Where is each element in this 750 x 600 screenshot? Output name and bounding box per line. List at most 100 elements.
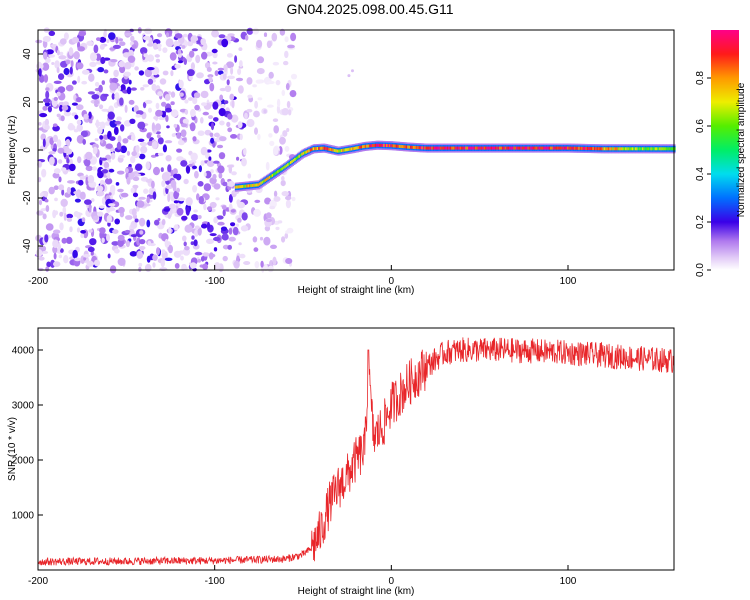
noise-blob bbox=[49, 156, 55, 166]
signal-core bbox=[518, 146, 522, 150]
noise-blob bbox=[77, 75, 81, 83]
noise-blob bbox=[107, 207, 116, 212]
noise-blob bbox=[111, 77, 119, 84]
noise-blob bbox=[270, 244, 277, 249]
noise-blob bbox=[230, 209, 236, 213]
noise-blob bbox=[276, 98, 281, 108]
noise-blob bbox=[219, 87, 227, 92]
signal-core bbox=[615, 147, 618, 151]
noise-blob bbox=[197, 130, 205, 136]
signal-core bbox=[268, 175, 272, 179]
signal-core bbox=[383, 143, 386, 147]
signal-core bbox=[571, 146, 574, 150]
noise-blob bbox=[207, 74, 214, 78]
noise-blob bbox=[209, 252, 214, 260]
noise-blob bbox=[108, 32, 116, 40]
signal-core bbox=[555, 146, 559, 150]
noise-blob bbox=[232, 190, 240, 195]
noise-blob bbox=[52, 172, 60, 179]
noise-blob bbox=[171, 133, 176, 138]
noise-blob bbox=[216, 215, 224, 220]
noise-blob bbox=[176, 187, 181, 193]
noise-blob bbox=[231, 99, 235, 109]
signal-core bbox=[250, 184, 254, 188]
noise-blob bbox=[267, 104, 274, 108]
noise-blob bbox=[53, 168, 61, 174]
noise-blob bbox=[157, 137, 164, 145]
noise-blob bbox=[94, 81, 100, 87]
noise-blob bbox=[210, 137, 215, 144]
signal-core bbox=[328, 147, 331, 151]
noise-blob bbox=[139, 230, 144, 235]
signal-core bbox=[408, 145, 412, 149]
noise-blob bbox=[281, 236, 286, 243]
noise-blob bbox=[146, 196, 150, 204]
signal-core bbox=[535, 146, 539, 150]
noise-blob bbox=[35, 39, 43, 44]
noise-blob bbox=[221, 205, 227, 210]
signal-core bbox=[305, 150, 309, 154]
y-tick-label: 2000 bbox=[12, 456, 35, 467]
noise-blob bbox=[285, 195, 292, 201]
noise-blob bbox=[285, 199, 291, 209]
noise-blob bbox=[214, 70, 219, 77]
noise-blob bbox=[156, 134, 161, 139]
noise-blob bbox=[138, 262, 143, 267]
noise-blob bbox=[241, 157, 247, 167]
noise-blob bbox=[238, 242, 242, 246]
noise-blob bbox=[180, 160, 188, 167]
noise-blob bbox=[172, 42, 181, 46]
noise-blob bbox=[273, 196, 281, 202]
signal-core bbox=[455, 146, 458, 150]
snr-series-line bbox=[37, 337, 675, 566]
noise-blob bbox=[136, 237, 141, 246]
noise-blob bbox=[188, 163, 193, 167]
signal-core bbox=[557, 146, 560, 150]
noise-blob bbox=[94, 99, 100, 105]
noise-blob bbox=[126, 176, 131, 185]
noise-blob bbox=[161, 101, 167, 107]
noise-blob bbox=[174, 64, 181, 69]
signal-core bbox=[444, 146, 447, 150]
noise-blob bbox=[176, 156, 184, 162]
noise-blob bbox=[81, 217, 86, 223]
signal-core bbox=[278, 169, 282, 173]
signal-core bbox=[294, 157, 297, 161]
noise-blob bbox=[56, 139, 62, 148]
signal-core bbox=[516, 146, 519, 150]
noise-blob bbox=[38, 256, 45, 261]
noise-blob bbox=[117, 234, 125, 241]
noise-blob bbox=[58, 55, 67, 60]
noise-blob bbox=[44, 101, 51, 107]
signal-core bbox=[462, 146, 466, 150]
signal-core bbox=[494, 146, 498, 150]
noise-blob bbox=[268, 133, 273, 138]
signal-core bbox=[384, 143, 388, 147]
signal-core bbox=[558, 146, 562, 150]
signal-core bbox=[517, 146, 521, 150]
signal-core bbox=[346, 148, 350, 152]
signal-core bbox=[591, 147, 594, 151]
noise-blob bbox=[162, 47, 168, 53]
signal-core bbox=[470, 146, 474, 150]
noise-blob bbox=[124, 32, 133, 37]
signal-core bbox=[451, 146, 454, 150]
noise-blob bbox=[196, 193, 200, 201]
signal-core bbox=[297, 155, 300, 159]
signal-core bbox=[424, 146, 427, 150]
signal-core bbox=[656, 147, 659, 151]
noise-blob bbox=[74, 257, 81, 262]
noise-blob bbox=[170, 91, 176, 98]
noise-blob bbox=[125, 168, 129, 174]
signal-core bbox=[660, 147, 663, 151]
signal-core bbox=[446, 146, 450, 150]
signal-core bbox=[592, 147, 596, 151]
signal-core bbox=[670, 147, 673, 151]
noise-blob bbox=[72, 249, 78, 259]
noise-blob bbox=[281, 176, 285, 181]
signal-core bbox=[325, 147, 328, 151]
noise-blob bbox=[155, 58, 160, 63]
noise-blob bbox=[138, 246, 146, 250]
signal-core bbox=[425, 146, 429, 150]
noise-blob bbox=[227, 75, 235, 80]
